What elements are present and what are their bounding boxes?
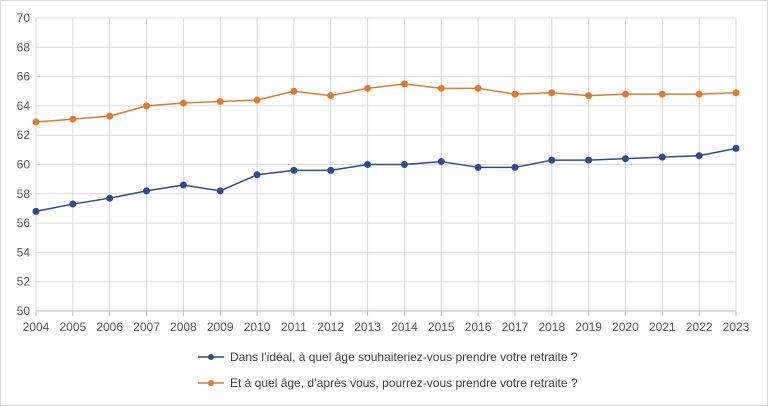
data-point [290, 166, 298, 174]
y-tick-label: 70 [17, 11, 31, 25]
legend-item-1: Dans l’idéal, à quel âge souhaiteriez-vo… [198, 350, 578, 364]
x-tick-label: 2014 [391, 320, 418, 334]
x-tick-label: 2016 [465, 320, 492, 334]
data-point [32, 207, 40, 215]
x-tick-label: 2020 [612, 320, 639, 334]
data-point [364, 84, 372, 92]
y-tick-label: 64 [17, 99, 31, 113]
data-point [69, 115, 77, 123]
x-tick-label: 2021 [649, 320, 676, 334]
y-tick-label: 54 [17, 245, 31, 259]
y-tick-label: 60 [17, 158, 31, 172]
data-point [179, 181, 187, 189]
data-point [143, 102, 151, 110]
x-tick-label: 2011 [281, 320, 307, 334]
data-point [658, 153, 666, 161]
series-1 [32, 144, 740, 215]
legend: Dans l’idéal, à quel âge souhaiteriez-vo… [198, 350, 578, 390]
data-point [253, 171, 261, 179]
y-tick-label: 52 [17, 275, 31, 289]
data-point [695, 90, 703, 98]
x-tick-label: 2017 [502, 320, 529, 334]
data-point [253, 96, 261, 104]
legend-marker [208, 380, 214, 386]
data-point [658, 90, 666, 98]
legend-label: Et à quel âge, d’après vous, pourrez-vou… [230, 376, 578, 390]
x-tick-label: 2007 [133, 320, 160, 334]
x-tick-label: 2004 [23, 320, 50, 334]
data-point [621, 90, 629, 98]
x-tick-label: 2023 [723, 320, 750, 334]
data-point [290, 87, 298, 95]
series-line [35, 83, 737, 123]
data-point [106, 194, 114, 202]
x-tick-label: 2019 [575, 320, 602, 334]
data-point [585, 92, 593, 100]
legend-marker [208, 354, 214, 360]
y-tick-label: 50 [17, 304, 31, 318]
series-group [32, 80, 740, 215]
data-point [511, 90, 519, 98]
data-point [327, 92, 335, 100]
x-tick-label: 2018 [538, 320, 565, 334]
data-point [548, 156, 556, 164]
legend-item-2: Et à quel âge, d’après vous, pourrez-vou… [198, 376, 578, 390]
data-point [474, 84, 482, 92]
data-point [216, 98, 224, 106]
data-point [474, 163, 482, 171]
data-point [437, 84, 445, 92]
data-point [69, 200, 77, 208]
y-tick-label: 58 [17, 187, 31, 201]
data-point [32, 118, 40, 126]
data-point [548, 89, 556, 97]
data-point [732, 144, 740, 152]
axes: 50 52 54 56 58 60 62 64 66 68 70 2004 2005 2006 2007 20… [17, 11, 750, 334]
data-point [327, 166, 335, 174]
data-point [585, 156, 593, 164]
y-tick-label: 56 [17, 216, 31, 230]
x-tick-label: 2008 [170, 320, 197, 334]
data-point [511, 163, 519, 171]
data-point [106, 112, 114, 120]
x-tick-label: 2005 [59, 320, 86, 334]
data-point [621, 155, 629, 163]
x-tick-label: 2009 [207, 320, 234, 334]
x-tick-label: 2010 [244, 320, 271, 334]
data-point [400, 161, 408, 168]
data-point [437, 158, 445, 166]
data-point [179, 99, 187, 107]
legend-label: Dans l’idéal, à quel âge souhaiteriez-vo… [230, 350, 578, 364]
data-point [216, 187, 224, 195]
data-point [400, 80, 408, 88]
y-tick-label: 68 [17, 40, 31, 54]
x-tick-label: 2006 [96, 320, 123, 334]
x-tick-label: 2022 [686, 320, 713, 334]
series-line [35, 147, 737, 213]
data-point [143, 187, 151, 195]
series-2 [32, 80, 740, 126]
x-tick-label: 2013 [354, 320, 381, 334]
data-point [732, 89, 740, 97]
y-tick-label: 66 [17, 70, 31, 84]
x-tick-label: 2012 [317, 320, 344, 334]
data-point [695, 152, 703, 160]
x-tick-label: 2015 [428, 320, 455, 334]
y-tick-label: 62 [17, 128, 31, 142]
data-point [364, 161, 372, 168]
